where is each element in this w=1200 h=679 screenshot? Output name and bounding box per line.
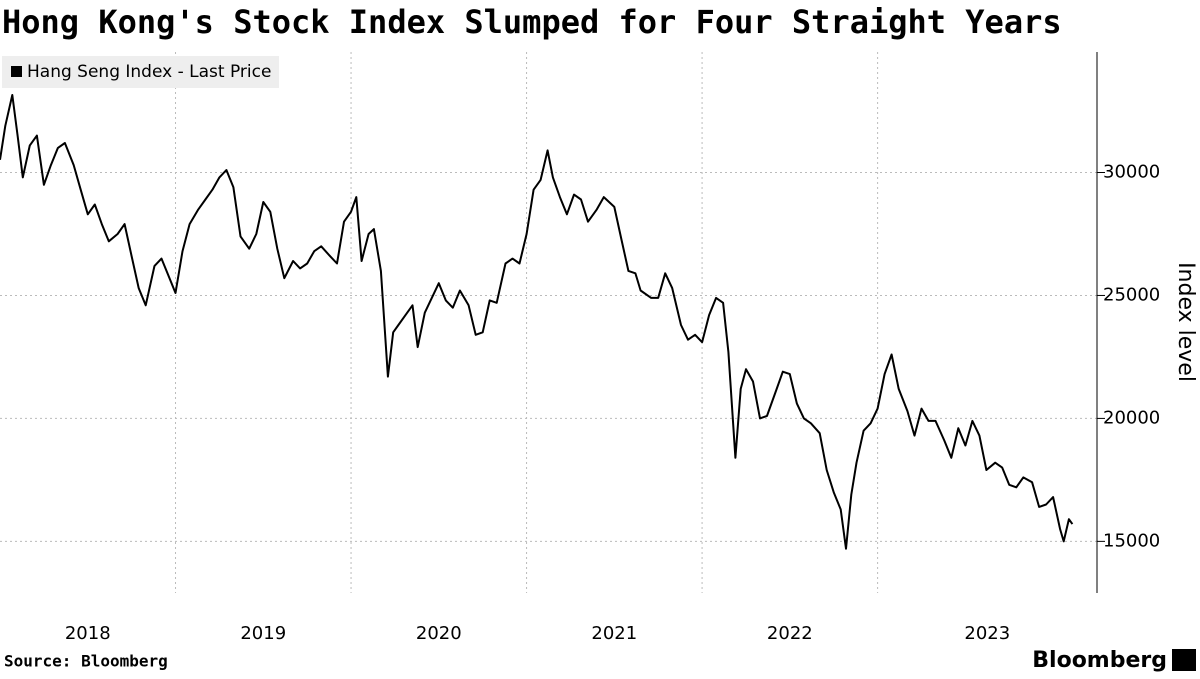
x-tick-label: 2022	[767, 623, 813, 644]
brand-icon	[1172, 649, 1196, 671]
line-series	[0, 94, 1074, 550]
y-tick-label: 20000	[1103, 407, 1160, 428]
y-tick-label: 15000	[1103, 530, 1160, 551]
brand: Bloomberg	[1032, 648, 1167, 673]
x-tick-label: 2020	[416, 623, 462, 644]
legend-swatch	[11, 66, 22, 77]
x-tick-label: 2019	[240, 623, 286, 644]
x-tick-label: 2023	[964, 623, 1010, 644]
x-tick-label: 2021	[591, 623, 637, 644]
y-tick-label: 30000	[1103, 161, 1160, 182]
legend-label: Hang Seng Index - Last Price	[27, 62, 271, 82]
source: Source: Bloomberg	[4, 652, 168, 671]
y-axis-label: Index level	[1173, 262, 1198, 382]
x-tick-label: 2018	[65, 623, 111, 644]
legend-box	[2, 56, 279, 88]
y-tick-label: 25000	[1103, 284, 1160, 305]
chart-title: Hong Kong's Stock Index Slumped for Four…	[2, 3, 1062, 41]
